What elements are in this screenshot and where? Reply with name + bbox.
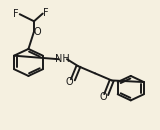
Text: F: F: [43, 8, 48, 18]
Text: NH: NH: [55, 54, 70, 64]
Text: O: O: [99, 92, 107, 102]
Text: F: F: [13, 9, 19, 19]
Text: O: O: [66, 77, 73, 87]
Text: O: O: [34, 27, 41, 37]
